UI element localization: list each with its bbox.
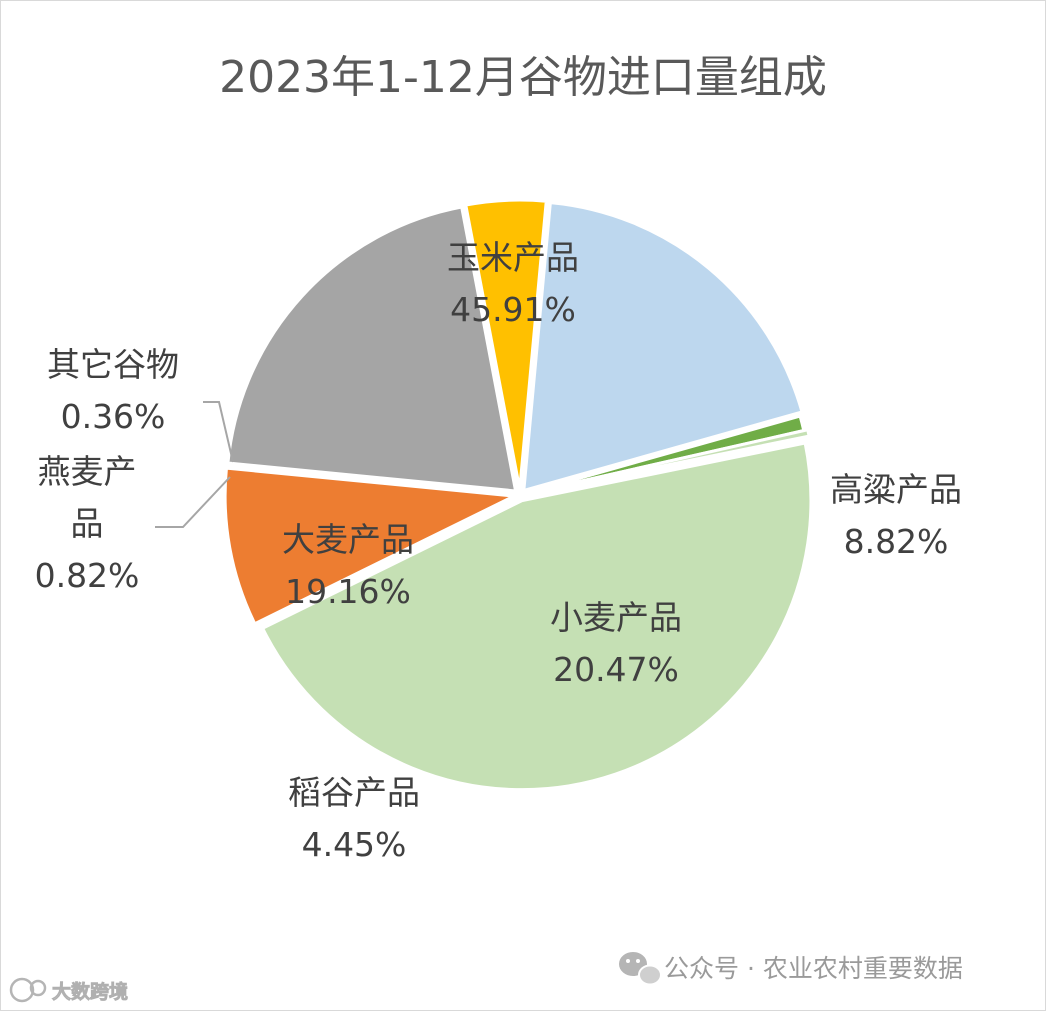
slice-label-4: 稻谷产品 4.45%	[288, 773, 420, 864]
pie-slice-3	[226, 205, 518, 493]
pie-slice-1	[260, 441, 813, 792]
source-text: 公众号 · 农业农村重要数据	[664, 954, 963, 983]
slice-label-5: 大麦产品 19.16%	[282, 520, 414, 611]
pie-slice-2	[223, 466, 520, 626]
slice-label-7: 其它谷物 0.36%	[47, 345, 179, 436]
brand-text: 大数跨境	[52, 980, 128, 1003]
source-watermark: 公众号 · 农业农村重要数据	[619, 952, 963, 986]
slice-label-6: 燕麦产品 0.82%	[35, 452, 140, 595]
slice-label-1: 玉米产品 45.91%	[447, 238, 579, 329]
pie-slice-4	[464, 198, 548, 490]
leader-lines	[155, 401, 234, 528]
wechat-icon	[619, 952, 662, 986]
slice-labels: 玉米产品 45.91% 高粱产品 8.82% 小麦产品 20.47% 稻谷产品 4.45% 大麦…	[35, 238, 962, 864]
chart-title: 2023年1-12月谷物进口量组成	[219, 52, 827, 103]
brand-watermark: 大数跨境	[9, 977, 128, 1003]
brand-logo-icon	[9, 977, 47, 1003]
pie-slices	[223, 198, 813, 792]
slice-label-3: 小麦产品 20.47%	[550, 598, 682, 689]
leader-line-7	[203, 401, 234, 463]
pie-slice-7	[525, 427, 811, 496]
slice-label-2: 高粱产品 8.82%	[830, 470, 962, 561]
leader-line-6	[155, 476, 231, 528]
pie-slice-5	[522, 200, 804, 493]
